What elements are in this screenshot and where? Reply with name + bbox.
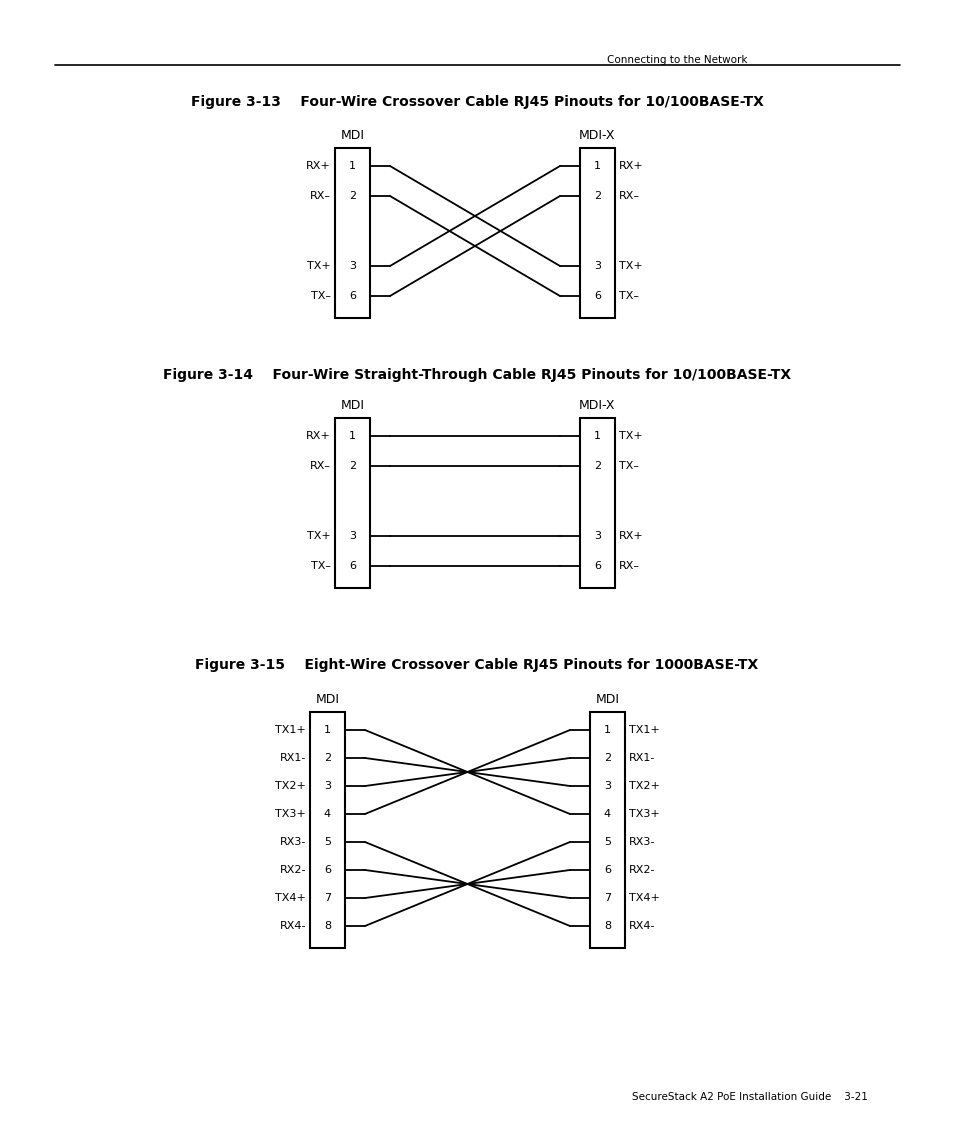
Text: 1: 1 <box>594 161 600 171</box>
Text: 7: 7 <box>324 893 331 903</box>
Text: RX4-: RX4- <box>628 921 655 931</box>
Text: MDI: MDI <box>340 129 364 141</box>
Text: RX2-: RX2- <box>628 865 655 875</box>
Text: 2: 2 <box>594 462 600 471</box>
Text: 3: 3 <box>594 531 600 541</box>
Text: 5: 5 <box>603 837 610 847</box>
Bar <box>579 148 615 318</box>
Text: TX4+: TX4+ <box>628 893 659 903</box>
Bar <box>335 148 370 318</box>
Text: 2: 2 <box>603 754 611 763</box>
Text: MDI-X: MDI-X <box>578 399 615 412</box>
Text: RX+: RX+ <box>306 431 331 441</box>
Text: Connecting to the Network: Connecting to the Network <box>607 55 747 65</box>
Text: TX1+: TX1+ <box>275 725 306 734</box>
Text: RX+: RX+ <box>306 161 331 171</box>
Text: 1: 1 <box>594 431 600 441</box>
Text: SecureStack A2 PoE Installation Guide    3-21: SecureStack A2 PoE Installation Guide 3-… <box>632 1092 867 1102</box>
Text: 8: 8 <box>603 921 611 931</box>
Text: TX–: TX– <box>311 562 331 570</box>
Text: RX3-: RX3- <box>279 837 306 847</box>
Text: 3: 3 <box>603 780 610 791</box>
Text: 6: 6 <box>349 291 355 301</box>
Text: 2: 2 <box>324 754 331 763</box>
Text: 3: 3 <box>349 261 355 271</box>
Text: RX4-: RX4- <box>279 921 306 931</box>
Text: 1: 1 <box>349 161 355 171</box>
Text: 3: 3 <box>324 780 331 791</box>
Text: Figure 3-14    Four-Wire Straight-Through Cable RJ45 Pinouts for 10/100BASE-TX: Figure 3-14 Four-Wire Straight-Through C… <box>163 368 790 382</box>
Text: 8: 8 <box>324 921 331 931</box>
Text: TX2+: TX2+ <box>274 780 306 791</box>
Text: 2: 2 <box>349 462 355 471</box>
Text: 2: 2 <box>594 191 600 201</box>
Text: 6: 6 <box>349 562 355 570</box>
Text: 3: 3 <box>349 531 355 541</box>
Text: TX1+: TX1+ <box>628 725 659 734</box>
Text: 2: 2 <box>349 191 355 201</box>
Text: RX2-: RX2- <box>279 865 306 875</box>
Text: Figure 3-15    Eight-Wire Crossover Cable RJ45 Pinouts for 1000BASE-TX: Figure 3-15 Eight-Wire Crossover Cable R… <box>195 658 758 672</box>
Text: RX1-: RX1- <box>628 754 655 763</box>
Text: RX+: RX+ <box>618 161 643 171</box>
Text: 6: 6 <box>324 865 331 875</box>
Text: TX2+: TX2+ <box>628 780 659 791</box>
Text: Figure 3-13    Four-Wire Crossover Cable RJ45 Pinouts for 10/100BASE-TX: Figure 3-13 Four-Wire Crossover Cable RJ… <box>191 95 762 109</box>
Text: 6: 6 <box>594 562 600 570</box>
Text: TX–: TX– <box>618 462 639 471</box>
Text: 1: 1 <box>349 431 355 441</box>
Text: RX+: RX+ <box>618 531 643 541</box>
Text: RX–: RX– <box>310 462 331 471</box>
Text: RX1-: RX1- <box>279 754 306 763</box>
Bar <box>589 712 624 948</box>
Text: TX–: TX– <box>618 291 639 301</box>
Bar <box>310 712 345 948</box>
Text: TX+: TX+ <box>618 261 642 271</box>
Text: 1: 1 <box>324 725 331 734</box>
Text: 4: 4 <box>603 809 611 819</box>
Text: MDI: MDI <box>595 693 618 706</box>
Text: TX–: TX– <box>311 291 331 301</box>
Text: RX–: RX– <box>618 191 639 201</box>
Text: MDI-X: MDI-X <box>578 129 615 141</box>
Text: 7: 7 <box>603 893 611 903</box>
Text: MDI: MDI <box>340 399 364 412</box>
Text: TX+: TX+ <box>307 261 331 271</box>
Text: RX3-: RX3- <box>628 837 655 847</box>
Text: TX+: TX+ <box>618 431 642 441</box>
Text: TX4+: TX4+ <box>274 893 306 903</box>
Text: 1: 1 <box>603 725 610 734</box>
Text: TX+: TX+ <box>307 531 331 541</box>
Text: 6: 6 <box>594 291 600 301</box>
Text: RX–: RX– <box>310 191 331 201</box>
Text: 6: 6 <box>603 865 610 875</box>
Bar <box>579 418 615 588</box>
Text: RX–: RX– <box>618 562 639 570</box>
Text: 4: 4 <box>324 809 331 819</box>
Text: TX3+: TX3+ <box>275 809 306 819</box>
Text: 3: 3 <box>594 261 600 271</box>
Bar <box>335 418 370 588</box>
Text: TX3+: TX3+ <box>628 809 659 819</box>
Text: 5: 5 <box>324 837 331 847</box>
Text: MDI: MDI <box>315 693 339 706</box>
